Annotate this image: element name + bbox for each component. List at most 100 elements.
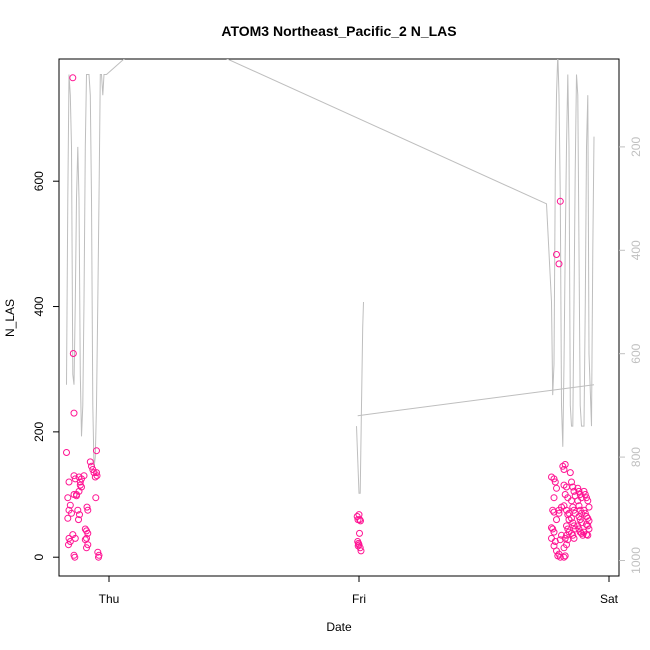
data-point bbox=[93, 472, 101, 480]
y2-tick-label: 600 bbox=[629, 343, 643, 363]
y2-tick-label: 800 bbox=[629, 447, 643, 467]
data-point bbox=[561, 461, 569, 468]
data-point bbox=[357, 517, 364, 525]
data-point bbox=[575, 487, 583, 495]
data-point bbox=[585, 503, 593, 511]
y2-tick-label: 1000 bbox=[629, 547, 643, 574]
data-point bbox=[80, 472, 88, 480]
data-point bbox=[356, 544, 364, 552]
y-axis-title: N_LAS bbox=[3, 299, 17, 337]
data-point bbox=[569, 531, 577, 539]
data-point bbox=[553, 251, 560, 258]
data-point bbox=[69, 74, 77, 82]
data-point bbox=[75, 487, 83, 495]
data-point bbox=[584, 531, 592, 539]
y-axis: 0 200 400 600 bbox=[32, 171, 59, 561]
data-point bbox=[555, 509, 563, 517]
data-point bbox=[83, 503, 91, 511]
data-point bbox=[71, 534, 79, 542]
data-point bbox=[549, 525, 557, 533]
data-point bbox=[355, 511, 363, 519]
data-point bbox=[568, 478, 575, 486]
data-point bbox=[570, 534, 578, 542]
data-point bbox=[94, 548, 102, 556]
data-point bbox=[574, 497, 582, 505]
data-point bbox=[356, 529, 363, 537]
data-point bbox=[570, 522, 578, 530]
data-point bbox=[576, 506, 584, 514]
data-point bbox=[584, 522, 592, 530]
data-point bbox=[583, 494, 590, 502]
data-point bbox=[580, 506, 588, 514]
data-point bbox=[550, 528, 558, 536]
data-point bbox=[574, 522, 582, 530]
data-point bbox=[84, 506, 92, 514]
data-point bbox=[563, 522, 570, 530]
chart-title: ATOM3 Northeast_Pacific_2 N_LAS bbox=[221, 23, 456, 39]
data-point bbox=[95, 553, 102, 561]
data-point bbox=[555, 260, 563, 268]
data-point bbox=[70, 472, 78, 480]
data-point bbox=[579, 531, 587, 539]
data-point bbox=[584, 497, 592, 505]
data-point bbox=[566, 469, 574, 477]
data-point bbox=[74, 506, 82, 514]
data-point bbox=[551, 478, 559, 486]
line-segment-1 bbox=[66, 59, 595, 468]
data-point bbox=[550, 494, 558, 502]
data-point bbox=[64, 494, 72, 502]
data-point bbox=[564, 525, 572, 533]
data-point bbox=[76, 478, 84, 486]
data-point bbox=[68, 509, 75, 517]
data-point bbox=[86, 458, 94, 466]
data-point bbox=[93, 469, 100, 477]
data-point bbox=[91, 473, 99, 481]
data-point bbox=[553, 484, 560, 492]
data-point bbox=[63, 449, 70, 456]
data-point bbox=[576, 516, 584, 524]
x-axis: Thu Fri Sat bbox=[99, 576, 619, 606]
x-axis-title: Date bbox=[326, 620, 352, 634]
data-point bbox=[69, 350, 77, 357]
data-point bbox=[75, 516, 82, 524]
data-point bbox=[550, 475, 558, 483]
y-tick-label: 200 bbox=[32, 422, 46, 442]
x-tick-label: Fri bbox=[352, 592, 366, 606]
y2-tick-label: 400 bbox=[629, 240, 643, 260]
data-point bbox=[93, 447, 100, 455]
x-tick-label: Sat bbox=[600, 592, 619, 606]
data-point bbox=[574, 484, 582, 492]
y2-axis: 200 400 600 800 1000 bbox=[619, 137, 643, 574]
data-point bbox=[581, 491, 589, 498]
data-point bbox=[356, 516, 364, 524]
data-point bbox=[88, 462, 95, 470]
data-point bbox=[65, 478, 73, 486]
data-point bbox=[568, 514, 575, 522]
data-point bbox=[70, 409, 78, 417]
data-point bbox=[66, 501, 74, 509]
y-tick-label: 600 bbox=[32, 171, 46, 191]
data-point bbox=[564, 511, 572, 519]
line-segment-3 bbox=[357, 384, 595, 417]
data-point bbox=[556, 197, 564, 205]
y-tick-label: 400 bbox=[32, 296, 46, 316]
data-point bbox=[65, 541, 72, 549]
plot-frame bbox=[58, 58, 620, 577]
x-tick-label: Thu bbox=[99, 592, 120, 606]
data-point bbox=[555, 550, 563, 558]
data-point bbox=[561, 552, 569, 560]
data-point bbox=[83, 544, 90, 552]
line-segment-2 bbox=[356, 301, 364, 494]
data-point bbox=[575, 502, 583, 510]
y-tick-label: 0 bbox=[32, 554, 46, 561]
data-point bbox=[354, 542, 362, 550]
points-layer bbox=[63, 74, 593, 561]
data-point bbox=[569, 483, 577, 491]
data-point bbox=[560, 544, 568, 552]
data-point bbox=[569, 519, 577, 527]
data-point bbox=[84, 529, 92, 537]
data-point bbox=[560, 466, 568, 473]
data-point bbox=[556, 553, 564, 561]
